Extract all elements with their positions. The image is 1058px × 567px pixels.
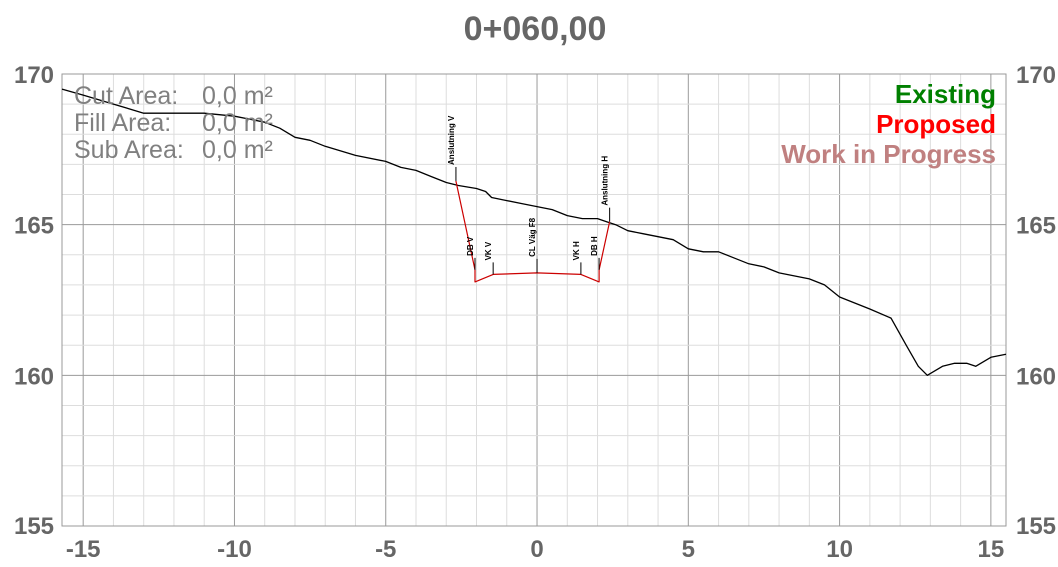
x-tick-label: 5 [682, 536, 695, 563]
y-tick-label-left: 160 [14, 363, 54, 390]
y-axis-right: 155 160 165 170 [1016, 62, 1056, 540]
fill-area-label: Fill Area: [74, 109, 171, 137]
y-axis-left: 155 160 165 170 [14, 62, 54, 540]
sub-area: Sub Area: 0,0 m² [74, 136, 273, 164]
point-label: Anslutning H [601, 156, 610, 206]
cut-area: Cut Area: 0,0 m² [74, 82, 273, 110]
cut-area-value: 0,0 m² [202, 82, 273, 110]
point-label: Anslutning V [447, 115, 456, 165]
series-proposed [455, 180, 611, 283]
y-tick-label-right: 155 [1016, 513, 1056, 540]
legend-work-in-progress: Work in Progress [781, 139, 996, 169]
y-tick-label-left: 170 [14, 62, 54, 89]
point-label: CL Väg F8 [528, 217, 537, 257]
chart-title: 0+060,00 [464, 10, 607, 48]
x-axis: -15 -10 -5 0 5 10 15 [66, 536, 1004, 563]
x-tick-label: -15 [66, 536, 101, 563]
y-tick-label-right: 165 [1016, 213, 1056, 240]
fill-area: Fill Area: 0,0 m² [74, 109, 273, 137]
point-labels: Anslutning V DB V VK V CL Väg F8 VK H DB H Ans… [447, 115, 610, 260]
point-label: DB V [466, 236, 475, 256]
legend: Existing Proposed Work in Progress [781, 79, 996, 169]
sub-area-value: 0,0 m² [202, 136, 273, 164]
fill-area-value: 0,0 m² [202, 109, 273, 137]
area-summary: Cut Area: 0,0 m² Fill Area: 0,0 m² Sub A… [74, 82, 273, 164]
x-tick-label: 15 [978, 536, 1005, 563]
y-tick-label-right: 170 [1016, 62, 1056, 89]
series-existing [61, 88, 1007, 376]
series-group [61, 88, 1007, 376]
point-label: VK H [572, 241, 581, 260]
x-tick-label: -5 [375, 536, 396, 563]
x-tick-label: -10 [217, 536, 252, 563]
legend-proposed: Proposed [876, 109, 996, 139]
y-tick-label-left: 155 [14, 513, 54, 540]
point-label: VK V [484, 241, 493, 260]
plot-frame [61, 73, 1007, 527]
cut-area-label: Cut Area: [74, 82, 178, 110]
legend-existing: Existing [895, 79, 996, 109]
x-tick-label: 0 [530, 536, 543, 563]
point-ticks [455, 166, 611, 275]
y-tick-label-left: 165 [14, 213, 54, 240]
point-label: DB H [590, 236, 599, 256]
y-tick-label-right: 160 [1016, 363, 1056, 390]
sub-area-label: Sub Area: [74, 136, 184, 164]
x-tick-label: 10 [826, 536, 853, 563]
